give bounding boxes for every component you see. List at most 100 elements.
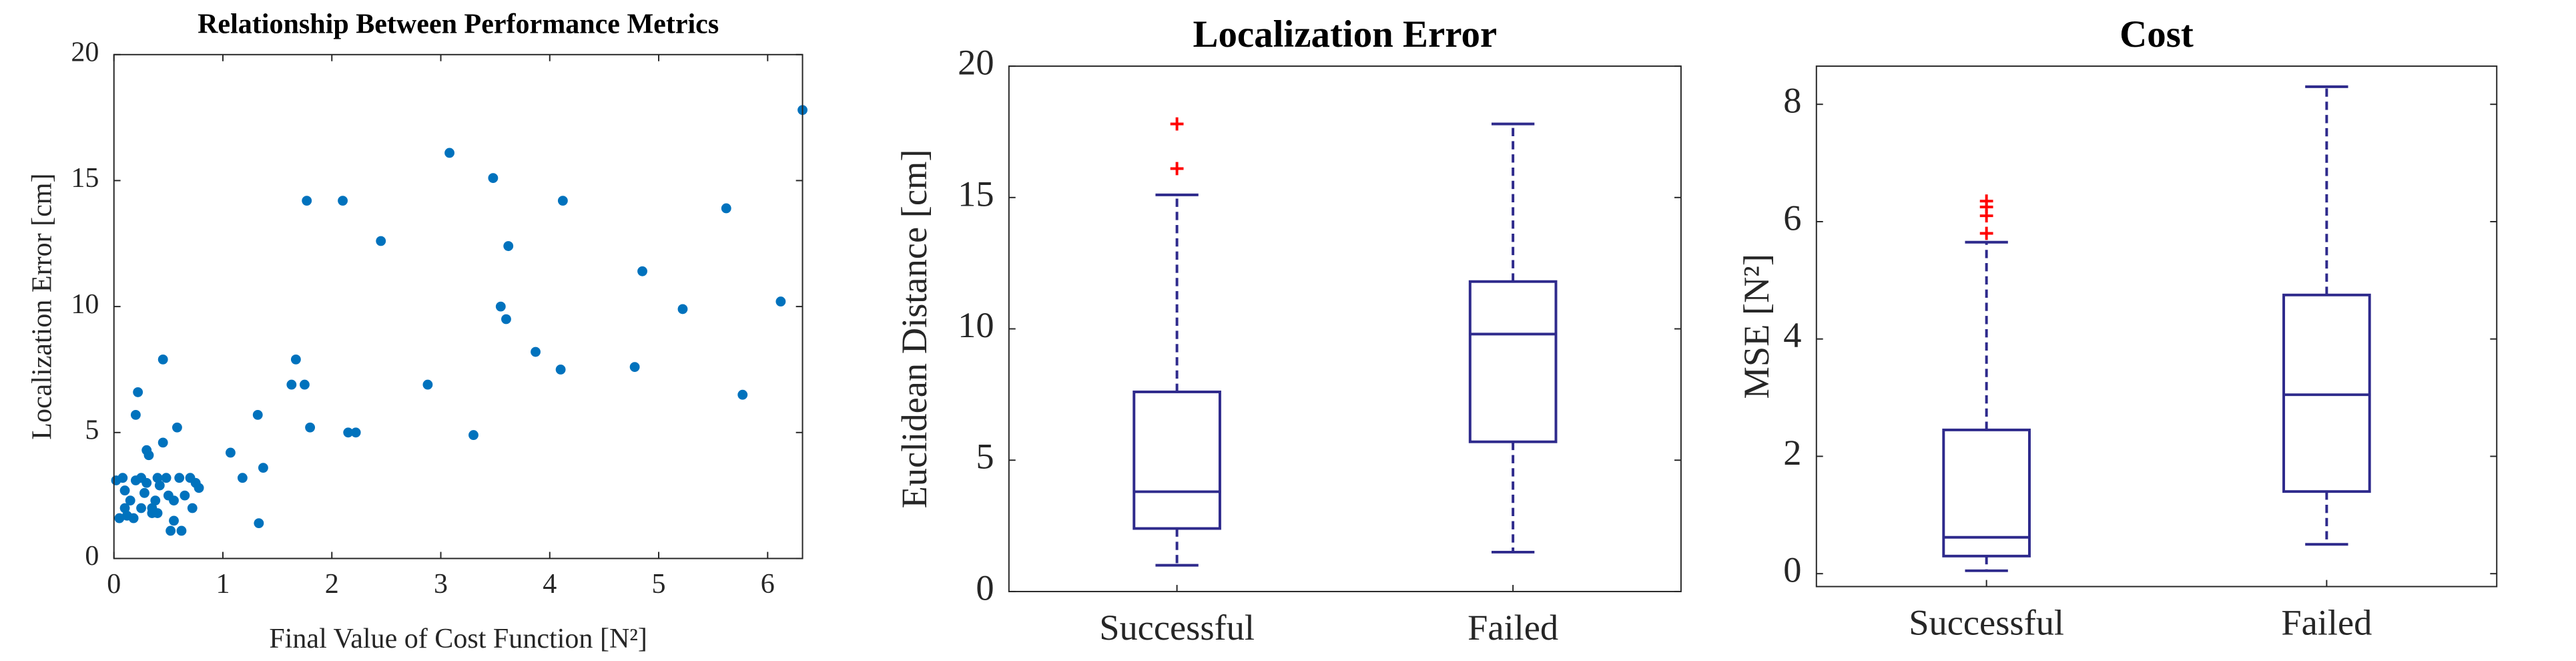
x-tick-label: 6 xyxy=(761,569,775,600)
point xyxy=(721,203,731,214)
point xyxy=(488,173,499,184)
point xyxy=(136,503,146,513)
point xyxy=(444,148,454,158)
point xyxy=(300,379,310,390)
point xyxy=(305,422,316,433)
x-tick-label: 5 xyxy=(652,569,666,600)
point xyxy=(169,495,179,506)
point xyxy=(157,437,168,448)
chart-title: Relationship Between Performance Metrics xyxy=(198,9,719,39)
point xyxy=(190,477,201,488)
y-tick-label: 6 xyxy=(1783,197,1801,238)
y-tick-label: 0 xyxy=(1783,549,1801,590)
point xyxy=(130,409,141,420)
axes-frame xyxy=(1815,65,2498,588)
point xyxy=(775,296,786,306)
box xyxy=(1468,280,1558,443)
y-tick-label: 10 xyxy=(958,304,994,345)
chart-title: Cost xyxy=(2120,13,2194,55)
point xyxy=(254,518,264,529)
point xyxy=(737,389,748,400)
x-tick-label: 1 xyxy=(216,569,230,600)
x-tick-label: 0 xyxy=(107,569,121,600)
point xyxy=(376,236,386,246)
y-tick-label: 15 xyxy=(958,173,994,214)
point xyxy=(350,427,361,438)
chart-title: Localization Error xyxy=(1193,13,1498,55)
point xyxy=(176,525,187,536)
x-tick-label: Successful xyxy=(1909,602,2064,642)
point xyxy=(133,387,143,397)
point xyxy=(338,196,348,206)
y-tick-label: 5 xyxy=(85,415,99,445)
point xyxy=(119,503,130,513)
point xyxy=(557,196,568,206)
x-axis-label: Final Value of Cost Function [N²] xyxy=(269,624,647,654)
y-tick-label: 15 xyxy=(71,163,99,194)
point xyxy=(114,513,125,523)
point xyxy=(237,473,248,483)
x-tick-label: 3 xyxy=(434,569,448,600)
point xyxy=(166,525,176,536)
box xyxy=(1133,390,1221,530)
point xyxy=(468,430,478,440)
point xyxy=(531,347,541,357)
point xyxy=(180,490,190,501)
y-tick-label: 8 xyxy=(1783,80,1801,121)
x-tick-label: 4 xyxy=(543,569,557,600)
axes-frame xyxy=(1008,65,1682,592)
point xyxy=(677,304,688,314)
point xyxy=(290,354,301,365)
point xyxy=(555,365,566,375)
x-tick-label: Successful xyxy=(1099,607,1255,648)
y-axis-label: Localization Error [cm] xyxy=(27,173,57,439)
point xyxy=(422,379,433,390)
point xyxy=(119,485,130,496)
axes-frame xyxy=(113,53,803,560)
point xyxy=(302,196,312,206)
point xyxy=(169,515,179,526)
outlier xyxy=(1170,162,1184,176)
y-axis-label: MSE [N²] xyxy=(1736,254,1777,399)
point xyxy=(286,379,297,390)
point xyxy=(172,422,182,433)
y-tick-label: 0 xyxy=(976,567,994,608)
point xyxy=(154,480,165,491)
point xyxy=(157,354,168,365)
x-tick-label: Failed xyxy=(2281,602,2372,642)
point xyxy=(143,450,154,461)
point xyxy=(503,241,514,251)
outlier xyxy=(1979,194,1993,208)
point xyxy=(252,409,263,420)
point xyxy=(161,473,172,483)
point xyxy=(343,427,354,438)
outlier xyxy=(1979,226,1993,240)
point xyxy=(637,266,647,276)
y-tick-label: 4 xyxy=(1783,314,1801,355)
y-tick-label: 2 xyxy=(1783,432,1801,473)
y-tick-label: 0 xyxy=(85,541,99,572)
point xyxy=(225,447,236,458)
point xyxy=(128,513,139,523)
x-tick-label: 2 xyxy=(325,569,339,600)
y-tick-label: 10 xyxy=(71,289,99,320)
outlier xyxy=(1170,117,1184,131)
box xyxy=(2282,293,2371,493)
point xyxy=(150,495,161,506)
point xyxy=(629,362,640,373)
point xyxy=(187,503,198,513)
point xyxy=(147,503,157,513)
point xyxy=(495,301,506,312)
point xyxy=(501,314,511,324)
y-tick-label: 20 xyxy=(71,37,99,67)
point xyxy=(152,473,163,483)
point xyxy=(174,473,185,483)
y-tick-label: 20 xyxy=(958,42,994,83)
x-tick-label: Failed xyxy=(1468,607,1558,648)
y-axis-label: Euclidean Distance [cm] xyxy=(894,150,934,509)
y-tick-label: 5 xyxy=(976,436,994,477)
box xyxy=(1942,428,2031,558)
point xyxy=(258,463,268,473)
